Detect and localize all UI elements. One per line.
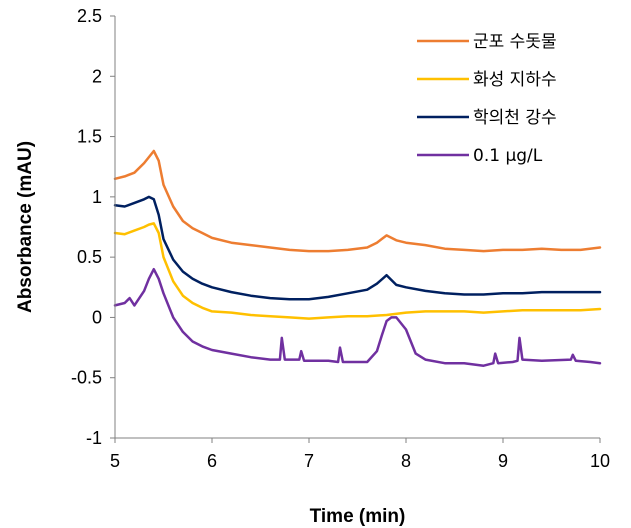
legend-label: 화성 지하수 (473, 70, 557, 90)
y-axis-title: Absorbance (mAU) (15, 141, 36, 313)
axes-layer (114, 16, 600, 439)
y-tick-label: 1.5 (77, 127, 102, 147)
x-ticks: 5 6 7 8 9 10 (110, 438, 610, 471)
y-ticks: -1 -0.5 0 0.5 1 1.5 2 2.5 (71, 6, 115, 448)
x-tick-label: 6 (207, 451, 217, 471)
y-tick-label: 0.5 (77, 247, 102, 267)
y-tick-label: 2 (92, 66, 102, 86)
legend-label: 0.1 μg/L (473, 146, 543, 166)
x-axis-title: Time (min) (310, 506, 406, 527)
series-line-4 (113, 267, 602, 367)
y-tick-label: 1 (92, 187, 102, 207)
y-tick-label: 0 (92, 307, 102, 327)
series-line-1 (113, 149, 602, 253)
y-tick-label: -0.5 (71, 368, 102, 388)
y-tick-label: -1 (86, 428, 102, 448)
series-line-3 (113, 195, 602, 301)
legend-label: 학의천 강수 (473, 108, 557, 128)
x-tick-label: 9 (498, 451, 508, 471)
legend-label: 군포 수돗물 (473, 32, 557, 52)
series-line-2 (113, 222, 602, 320)
series-layer (113, 149, 602, 367)
x-tick-label: 10 (590, 451, 610, 471)
x-tick-label: 8 (401, 451, 411, 471)
x-tick-label: 7 (304, 451, 314, 471)
y-tick-label: 2.5 (77, 6, 102, 26)
x-tick-label: 5 (110, 451, 120, 471)
